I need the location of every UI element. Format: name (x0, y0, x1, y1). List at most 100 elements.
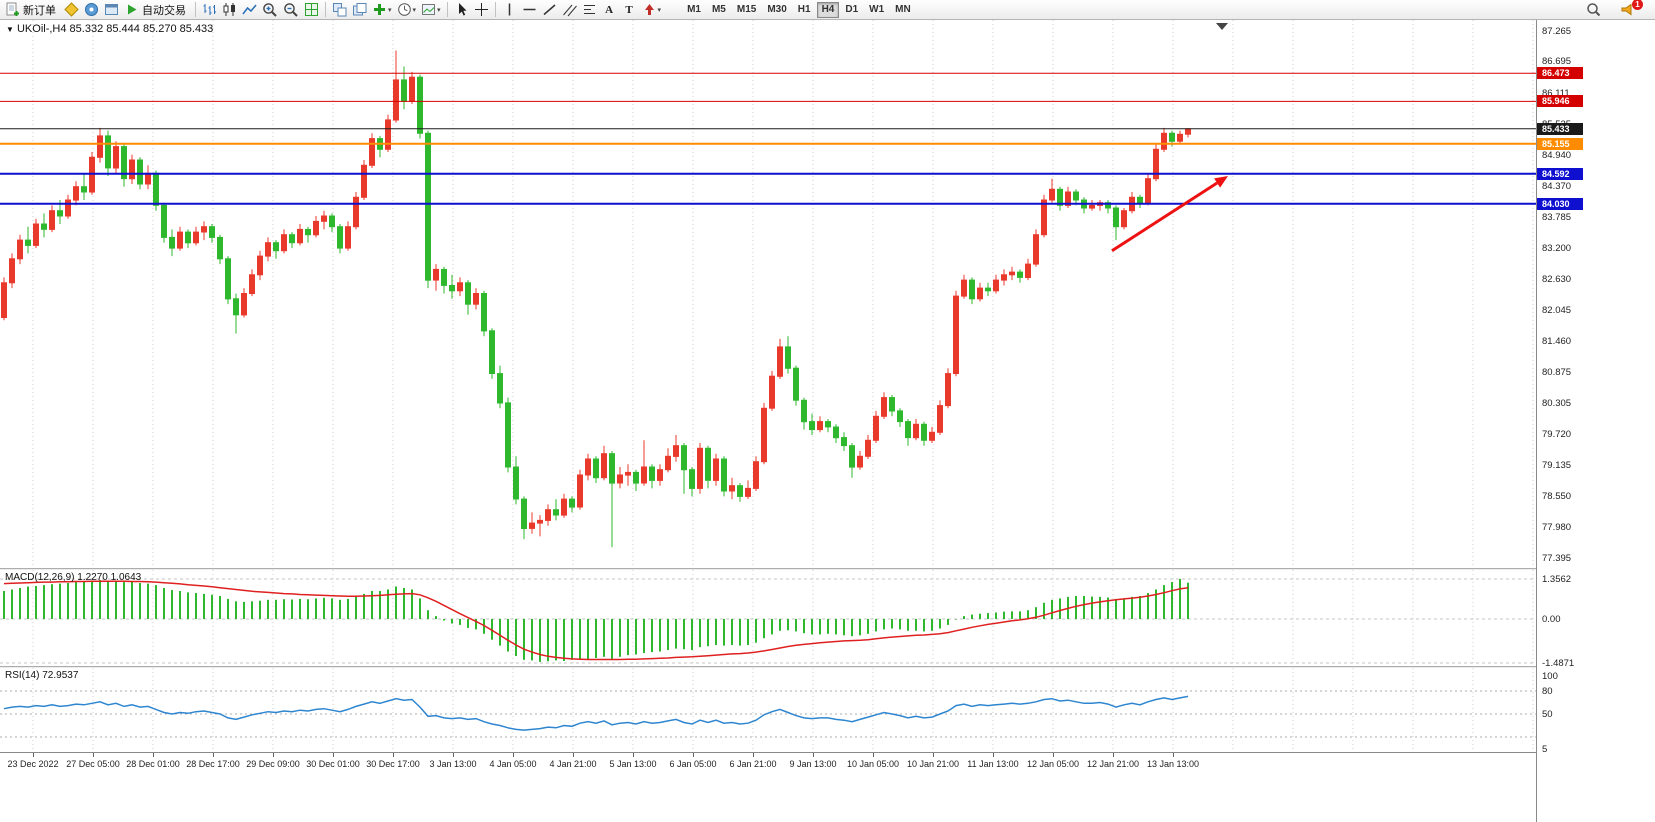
price-axis-label: 86.695 (1542, 56, 1572, 67)
cascade-windows-button[interactable] (350, 1, 369, 18)
price-axis[interactable]: 87.26586.69586.11185.52584.94084.37083.7… (1536, 20, 1655, 822)
macd-panel[interactable] (0, 570, 1536, 666)
candles (1, 50, 1191, 548)
zoom-out-button[interactable] (281, 1, 301, 18)
time-axis-label: 12 Jan 21:00 (1086, 759, 1140, 769)
search-button[interactable] (1584, 1, 1604, 18)
terminal-button[interactable] (102, 1, 121, 18)
price-tag-orange-line[interactable]: 85.155 (1537, 138, 1583, 150)
price-axis-label: 83.785 (1542, 212, 1572, 223)
toolbar-right-group: 1 (1584, 0, 1652, 18)
notifications-button[interactable]: 1 (1618, 0, 1643, 18)
time-axis-tick (513, 753, 514, 757)
timeframe-button-w1[interactable]: W1 (864, 2, 889, 18)
cursor-button[interactable] (452, 1, 471, 18)
bar-chart-icon (203, 4, 216, 15)
time-axis-tick (1053, 753, 1054, 757)
time-axis-tick (273, 753, 274, 757)
time-axis[interactable]: 23 Dec 2022 27 Dec 05:00 28 Dec 01:00 28 De… (0, 752, 1536, 776)
timeframe-button-h4[interactable]: H4 (816, 1, 840, 18)
price-tag-resistance-line[interactable]: 85.946 (1537, 95, 1583, 107)
price-tag-resistance-line[interactable]: 86.473 (1537, 67, 1583, 79)
crosshair-icon (474, 3, 488, 16)
bar-chart-button[interactable] (200, 1, 219, 18)
candlestick-chart-icon (223, 3, 235, 16)
line-chart-button[interactable] (240, 1, 259, 18)
periods-button[interactable]: ▾ (395, 1, 419, 18)
rsi-panel[interactable] (0, 668, 1536, 752)
time-axis-label: 9 Jan 13:00 (789, 759, 837, 769)
new-order-button[interactable]: 新订单 (3, 1, 61, 18)
indicators-button[interactable]: ▾ (370, 1, 394, 18)
notification-badge: 1 (1632, 0, 1643, 10)
price-axis-label: 83.200 (1542, 243, 1572, 254)
channel-button[interactable] (560, 1, 579, 18)
price-axis-label: 77.980 (1542, 522, 1572, 533)
cursor-icon (458, 3, 467, 16)
fibonacci-icon (583, 5, 595, 14)
price-axis-label: 80.305 (1542, 398, 1572, 409)
price-tag-current-price: 85.433 (1537, 123, 1583, 135)
algo-trading-button[interactable]: 自动交易 (122, 1, 191, 18)
time-axis-tick (993, 753, 994, 757)
zoom-out-icon (284, 2, 298, 17)
label-tool-button[interactable]: T (620, 1, 639, 18)
vertical-line-button[interactable] (500, 1, 519, 18)
price-axis-label: 81.460 (1542, 336, 1572, 347)
navigator-icon (85, 3, 98, 16)
panel-splitter[interactable] (0, 666, 1536, 668)
grid-lines (32, 570, 1534, 666)
timeframe-button-m15[interactable]: M15 (732, 2, 761, 18)
time-axis-label: 3 Jan 13:00 (429, 759, 477, 769)
algo-trading-label: 自动交易 (142, 4, 186, 17)
auto-arrange-icon (305, 3, 318, 16)
rsi-axis-label: 80 (1542, 686, 1553, 697)
line-chart-icon (242, 4, 257, 15)
templates-button[interactable]: ▾ (419, 1, 443, 18)
terminal-icon (105, 4, 118, 15)
price-axis-label: 79.135 (1542, 460, 1572, 471)
time-axis-label: 10 Jan 05:00 (846, 759, 900, 769)
time-axis-label: 30 Dec 17:00 (366, 759, 420, 769)
zoom-in-button[interactable] (260, 1, 280, 18)
trend-arrow-annotation[interactable] (1111, 175, 1228, 253)
ohlc-dropdown-icon[interactable]: ▼ (6, 25, 14, 34)
panel-splitter[interactable] (0, 568, 1536, 570)
text-tool-icon: A (605, 3, 614, 16)
timeframe-button-m1[interactable]: M1 (682, 2, 706, 18)
price-tag-support-line[interactable]: 84.030 (1537, 198, 1583, 210)
navigator-button[interactable] (82, 1, 101, 18)
time-axis-label: 23 Dec 2022 (7, 759, 59, 769)
timeframe-button-m30[interactable]: M30 (762, 2, 791, 18)
horizontal-level-lines[interactable] (0, 72, 1536, 205)
rsi-axis-label: 5 (1542, 744, 1548, 755)
indicators-plus-icon (374, 4, 385, 15)
time-axis-label: 27 Dec 05:00 (66, 759, 120, 769)
new-order-icon (6, 2, 19, 16)
text-tool-button[interactable]: A (600, 1, 619, 18)
price-tag-support-line[interactable]: 84.592 (1537, 168, 1583, 180)
crosshair-button[interactable] (472, 1, 491, 18)
macd-axis-label: 1.3562 (1542, 574, 1572, 585)
time-axis-tick (573, 753, 574, 757)
fibonacci-button[interactable] (580, 1, 599, 18)
candlestick-chart-button[interactable] (220, 1, 239, 18)
tile-windows-button[interactable] (330, 1, 349, 18)
trendline-button[interactable] (540, 1, 559, 18)
chart-shift-marker[interactable] (1216, 23, 1228, 30)
price-chart-panel[interactable] (0, 20, 1536, 568)
time-axis-label: 10 Jan 21:00 (906, 759, 960, 769)
chart-plots: 23 Dec 2022 27 Dec 05:00 28 Dec 01:00 28 De… (0, 20, 1536, 776)
macd-axis-label: -1.4871 (1542, 658, 1575, 669)
horizontal-line-button[interactable] (520, 1, 539, 18)
timeframe-button-h1[interactable]: H1 (793, 2, 816, 18)
workspace-background (0, 776, 1536, 822)
arrows-button[interactable]: ▾ (640, 1, 664, 18)
auto-arrange-button[interactable] (302, 1, 321, 18)
timeframe-button-mn[interactable]: MN (890, 2, 916, 18)
price-axis-label: 79.720 (1542, 429, 1572, 440)
market-watch-button[interactable] (62, 1, 81, 18)
timeframe-button-m5[interactable]: M5 (707, 2, 731, 18)
time-axis-tick (453, 753, 454, 757)
timeframe-button-d1[interactable]: D1 (840, 2, 863, 18)
